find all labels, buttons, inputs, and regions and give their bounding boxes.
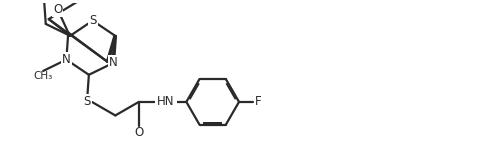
Text: O: O xyxy=(134,126,143,139)
Text: O: O xyxy=(53,3,62,16)
Text: CH₃: CH₃ xyxy=(34,71,53,81)
Text: F: F xyxy=(254,95,261,108)
Text: N: N xyxy=(108,56,118,69)
Text: HN: HN xyxy=(157,95,174,108)
Text: N: N xyxy=(62,53,71,66)
Text: S: S xyxy=(83,95,90,108)
Text: S: S xyxy=(89,14,96,27)
